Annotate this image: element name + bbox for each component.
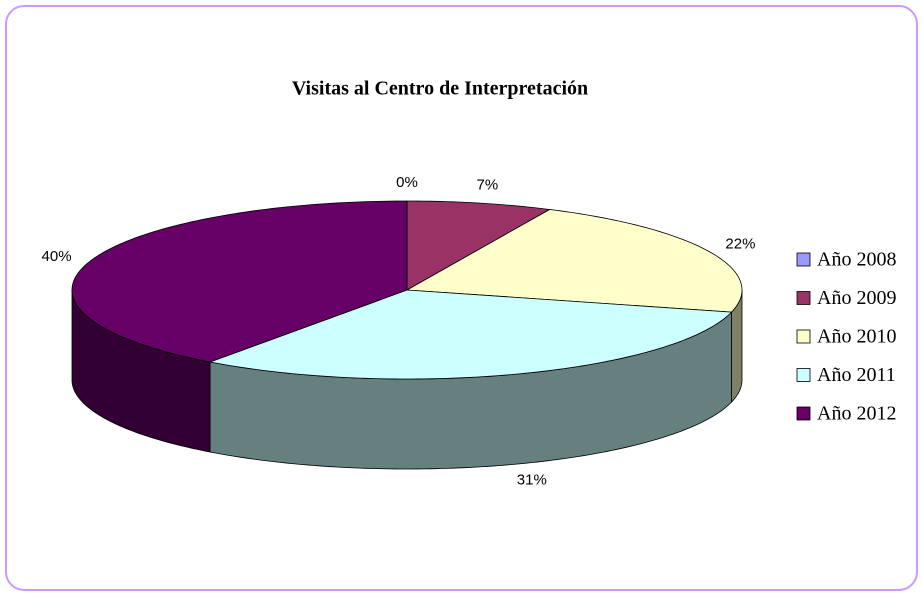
data-label: 22% [725, 235, 755, 252]
legend-swatch [796, 329, 811, 344]
data-label: 31% [517, 471, 547, 488]
legend-swatch [796, 252, 811, 267]
data-label: 0% [396, 174, 418, 191]
slice [208, 289, 733, 380]
legend-swatch [796, 368, 811, 382]
data-label: 40% [42, 248, 72, 265]
legend-swatch [796, 291, 811, 305]
legend-label: Año 2010 [817, 326, 896, 348]
legend-label: Año 2011 [817, 364, 896, 386]
chart-title: Visitas al Centro de Interpretación [292, 78, 588, 100]
slice [406, 200, 551, 291]
legend-label: Año 2008 [817, 249, 896, 271]
slice [405, 209, 743, 313]
slice [71, 200, 408, 363]
legend-label: Año 2012 [817, 403, 896, 425]
legend-swatch [796, 406, 811, 421]
legend-label: Año 2009 [817, 287, 896, 309]
data-label: 7% [477, 177, 499, 194]
